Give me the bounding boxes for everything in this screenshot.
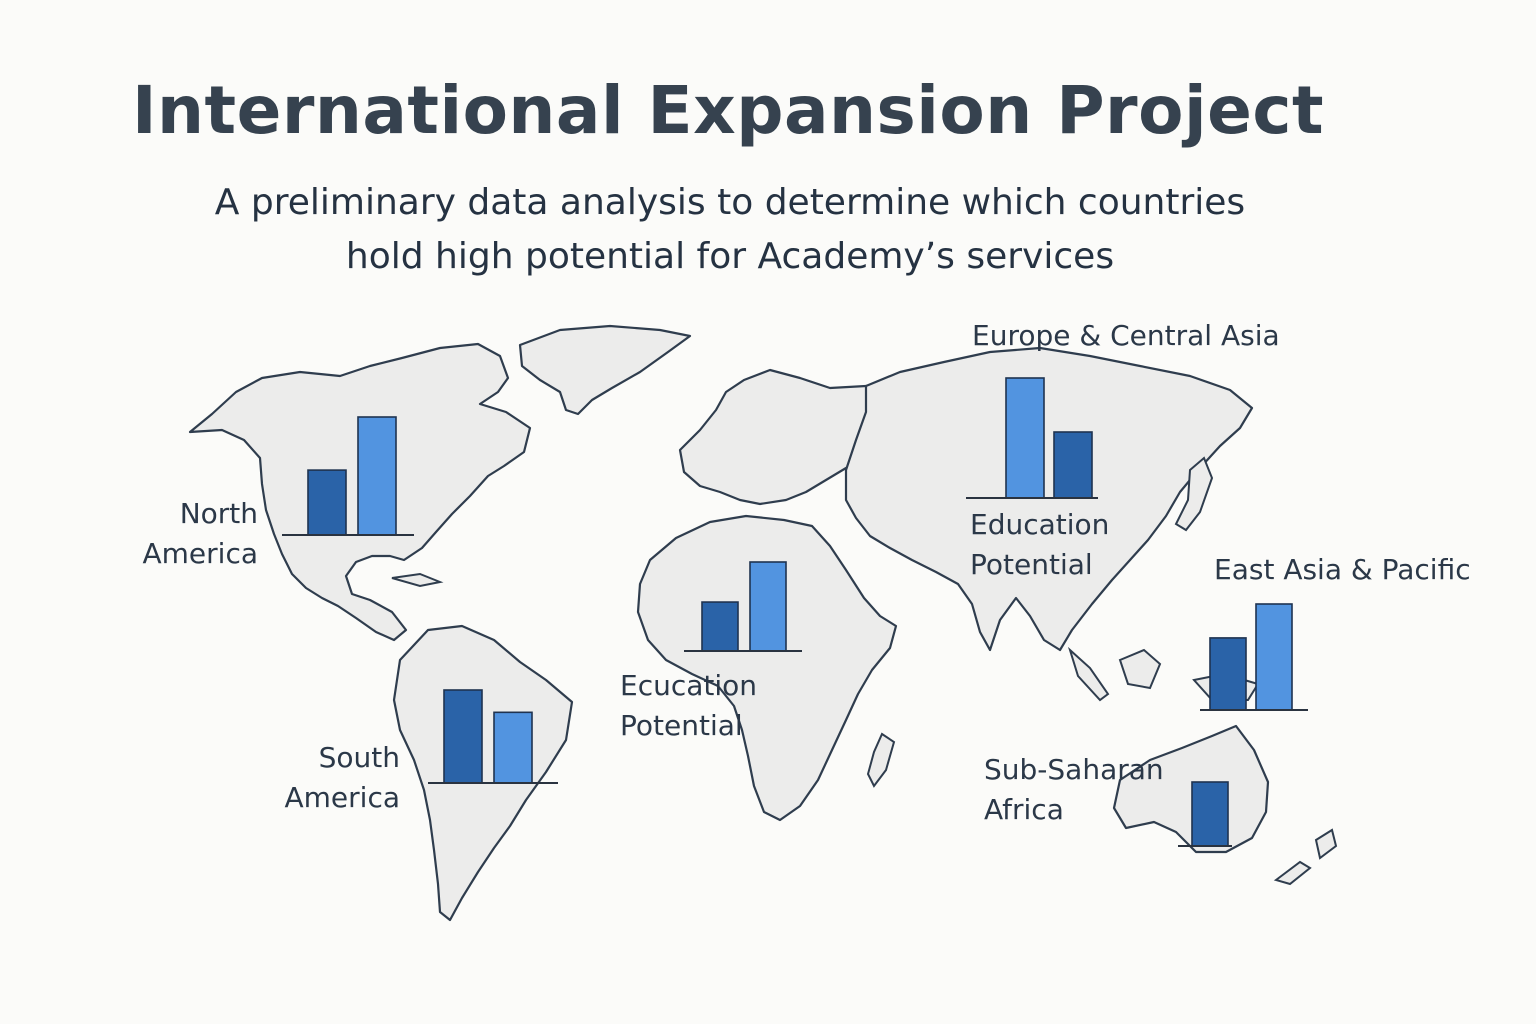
- new-zealand-shape: [1314, 828, 1338, 860]
- label-north-america-line-1: North: [179, 497, 258, 530]
- label-east-asia-pacific: East Asia & Pacific: [1214, 553, 1471, 586]
- label-africa-potential-line-2: Potential: [620, 709, 743, 742]
- subtitle-line-2: hold high potential for Academy’s servic…: [345, 236, 1115, 277]
- bar: [701, 601, 739, 652]
- label-south-america-line-2: America: [284, 781, 401, 814]
- bar: [1209, 637, 1247, 711]
- label-europe-central-asia: Europe & Central Asia: [972, 319, 1280, 352]
- label-africa-potential: Ecucation Potential: [620, 666, 757, 746]
- page-title: International Expansion Project: [131, 72, 1325, 149]
- label-africa-potential-line-1: Ecucation: [620, 669, 758, 702]
- bar: [307, 469, 347, 536]
- label-south-america-line-1: South: [318, 741, 400, 774]
- bar: [1255, 603, 1293, 711]
- subtitle-line-1: A preliminary data analysis to determine…: [214, 182, 1246, 223]
- page-subtitle: A preliminary data analysis to determine…: [150, 176, 1310, 284]
- bar: [1005, 377, 1045, 499]
- bar: [1053, 431, 1093, 499]
- bar: [749, 561, 787, 652]
- chart-south-america: [428, 689, 558, 784]
- borneo-shape: [1118, 648, 1162, 690]
- label-europe-potential-line-2: Potential: [970, 548, 1093, 581]
- label-europe-potential: Education Potential: [970, 505, 1109, 585]
- greenland-shape: [518, 324, 692, 416]
- bar: [357, 416, 397, 536]
- bar: [1191, 781, 1229, 847]
- chart-north-america: [282, 416, 414, 536]
- label-north-america-line-2: America: [142, 537, 259, 570]
- chart-sub-saharan-africa: [1178, 781, 1232, 847]
- region-charts: [282, 377, 1308, 847]
- label-sub-saharan-africa-line-1: Sub-Saharan: [984, 753, 1164, 786]
- label-sub-saharan-africa: Sub-Saharan Africa: [984, 750, 1164, 830]
- label-north-america: North America: [120, 494, 259, 574]
- australia-shape: [1112, 724, 1270, 854]
- label-europe-potential-line-1: Education: [970, 508, 1110, 541]
- label-sub-saharan-africa-line-2: Africa: [984, 793, 1064, 826]
- bar: [443, 689, 483, 784]
- south-america-shape: [392, 624, 574, 922]
- cuba-shape: [391, 572, 444, 588]
- chart-africa: [684, 561, 802, 652]
- sumatra-shape: [1067, 646, 1110, 702]
- africa-shape: [636, 514, 898, 822]
- chart-europe-central-asia: [966, 377, 1098, 499]
- label-south-america: South America: [250, 738, 401, 818]
- madagascar-shape: [866, 732, 896, 788]
- new-zealand-south-shape: [1273, 860, 1312, 886]
- bar: [493, 711, 533, 784]
- japan-shape: [1174, 456, 1214, 532]
- chart-east-asia-pacific: [1200, 603, 1308, 711]
